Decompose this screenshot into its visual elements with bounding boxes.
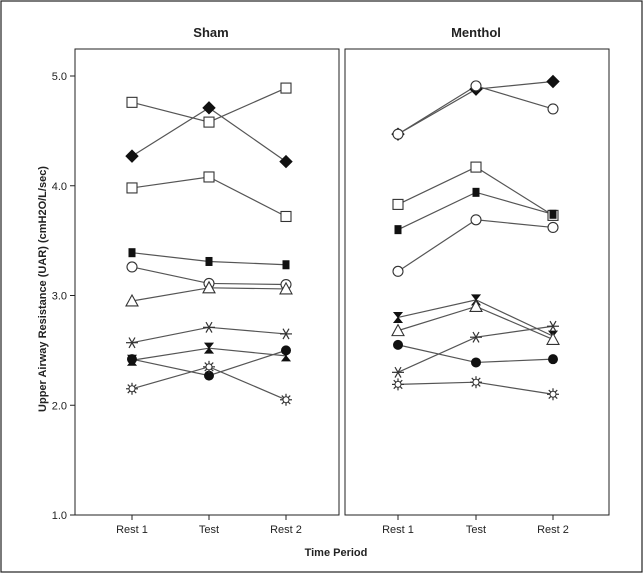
data-point (392, 366, 404, 378)
data-point (205, 256, 213, 266)
data-point (126, 337, 138, 349)
data-point (125, 293, 139, 307)
data-point (546, 332, 560, 345)
data-point (282, 260, 290, 270)
data-point (280, 328, 292, 340)
data-point (392, 378, 404, 391)
data-point (392, 198, 404, 210)
y-axis-title: Upper Airway Resistance (UAR) (cmH2O/L/s… (37, 166, 49, 412)
data-point (547, 103, 559, 115)
panel-sham: Sham (74, 25, 340, 516)
data-point (202, 101, 216, 115)
data-point (546, 74, 560, 89)
x-axis-title: Time Period (305, 547, 368, 559)
y-tick-label: 2.0 (52, 400, 67, 412)
data-point (281, 345, 291, 356)
data-point (392, 128, 404, 140)
x-axis-sham: Rest 1 Test Rest 2 (116, 515, 302, 536)
data-point (280, 82, 292, 94)
data-point (549, 209, 557, 219)
data-point (470, 331, 482, 343)
x-tick-label: Rest 1 (116, 524, 148, 536)
panel-frame-menthol (344, 48, 610, 516)
data-point (471, 357, 481, 368)
data-point (203, 360, 215, 373)
y-tick-label: 3.0 (52, 291, 67, 303)
data-point (127, 354, 137, 365)
y-tick-label: 5.0 (52, 71, 67, 83)
data-point (203, 321, 215, 333)
data-point (125, 149, 139, 163)
data-point (470, 80, 482, 92)
data-point (548, 354, 558, 365)
x-tick-label: Rest 2 (270, 524, 302, 536)
data-point (128, 248, 136, 258)
data-point (279, 281, 293, 295)
y-tick-label: 4.0 (52, 181, 67, 193)
panel-menthol-marks (391, 74, 560, 401)
data-point (547, 221, 559, 234)
y-tick-label: 1.0 (52, 510, 67, 522)
data-point (470, 376, 482, 389)
x-axis-menthol: Rest 1 Test Rest 2 (382, 515, 569, 536)
data-point (547, 388, 559, 401)
data-point (126, 96, 138, 108)
x-tick-label: Test (199, 524, 219, 536)
data-point (472, 187, 480, 197)
data-point (393, 339, 403, 350)
data-point (126, 382, 138, 395)
data-point (392, 265, 404, 277)
data-point (203, 171, 215, 183)
panel-title-sham: Sham (193, 25, 228, 40)
panel-sham-marks (125, 82, 293, 406)
data-point (470, 161, 482, 173)
data-point (126, 182, 138, 194)
panel-title-menthol: Menthol (451, 25, 501, 40)
data-point (279, 154, 293, 169)
data-point (202, 280, 216, 294)
data-point (126, 261, 138, 273)
data-point (203, 116, 215, 128)
data-point (203, 342, 215, 354)
y-axis: 1.0 2.0 3.0 4.0 5.0 (52, 71, 75, 522)
data-point (469, 299, 483, 313)
data-point (392, 311, 404, 323)
data-point (547, 320, 559, 332)
data-point (394, 225, 402, 235)
x-tick-label: Rest 2 (537, 524, 569, 536)
data-point (391, 323, 405, 337)
x-tick-label: Rest 1 (382, 524, 414, 536)
data-point (280, 393, 292, 406)
data-point (470, 214, 482, 226)
panel-menthol: Menthol (344, 25, 610, 516)
data-point (280, 210, 292, 223)
x-tick-label: Test (466, 524, 486, 536)
